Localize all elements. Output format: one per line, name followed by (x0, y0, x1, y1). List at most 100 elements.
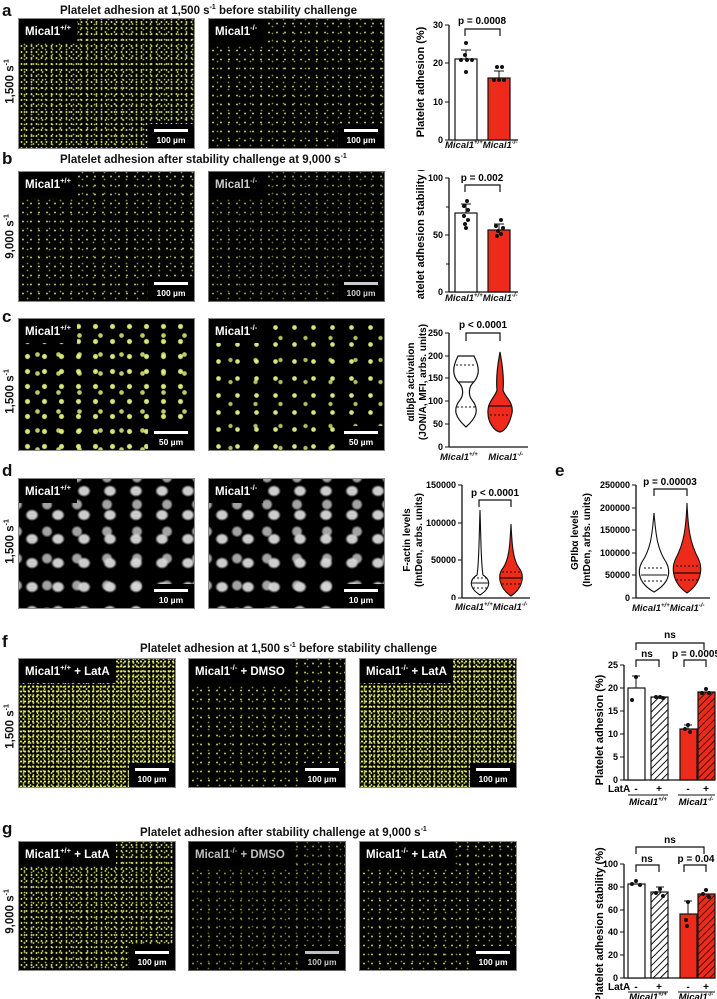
svg-text:40: 40 (608, 927, 618, 937)
micrograph-c-ko: Mical1-/- 50 µm (208, 318, 385, 451)
panel-label-c: c (2, 307, 12, 326)
svg-text:p = 0.04: p = 0.04 (678, 854, 715, 865)
svg-text:30: 30 (433, 20, 443, 30)
svg-text:100: 100 (428, 396, 443, 406)
svg-text:p = 0.002: p = 0.002 (461, 173, 504, 184)
svg-text:αIIbβ3 activation: αIIbβ3 activation (406, 343, 417, 422)
svg-text:0: 0 (451, 593, 456, 600)
x-tick-labels: Mical1+/+Mical1-/- (632, 603, 705, 615)
panel-label-d: d (2, 461, 13, 480)
scale-bar: 50 µm (148, 426, 194, 450)
svg-text:+: + (703, 982, 709, 993)
svg-text:+: + (656, 784, 662, 795)
svg-text:LatA: LatA (608, 784, 630, 795)
chart-g-bar: Platelet adhesion stability (%) 100 80 6… (594, 835, 716, 999)
genotype-tag: Mical1-/- (209, 19, 264, 43)
svg-text:0: 0 (613, 973, 618, 983)
svg-text:20: 20 (433, 58, 443, 68)
genotype-tag: Mical1-/- + LatA (360, 842, 453, 866)
x-tick-labels: Mical1+/+ Mical1-/- (440, 452, 524, 464)
svg-text:p = 0.0005: p = 0.0005 (672, 649, 717, 660)
micrograph-c-wt: Mical1+/+ 50 µm (18, 318, 195, 451)
micrograph-a-wt: Mical1+/+ 100 µm (18, 18, 195, 149)
genotype-tag: Mical1+/+ (19, 19, 78, 43)
x-tick-labels: Mical1+/+Mical1-/- (455, 602, 528, 614)
scale-bar: 100 µm (129, 763, 175, 787)
genotype-tag: Mical1+/+ + LatA (19, 659, 116, 683)
svg-text:0: 0 (438, 287, 443, 297)
svg-text:(JON/A, MFI, arbs. units): (JON/A, MFI, arbs. units) (418, 324, 429, 440)
svg-text:ns: ns (664, 630, 676, 641)
scale-bar: 100 µm (148, 277, 194, 301)
genotype-tag: Mical1-/- + DMSO (189, 659, 291, 683)
row-label-shear: 1,500 s-1 (3, 59, 17, 104)
panel-label-a: a (2, 1, 12, 20)
panel-b-title: Platelet adhesion after stability challe… (60, 153, 347, 166)
svg-text:50000: 50000 (605, 570, 630, 580)
panel-label-e: e (555, 461, 565, 480)
svg-text:+: + (656, 982, 662, 993)
genotype-tag: Mical1+/+ (19, 319, 78, 343)
scale-bar: 100 µm (338, 124, 384, 148)
row-label-shear: 1,500 s-1 (3, 704, 17, 749)
svg-text:LatA: LatA (608, 982, 630, 993)
svg-text:25: 25 (608, 660, 618, 670)
micrograph-d-ko: Mical1-/- 10 µm (208, 478, 385, 609)
svg-text:200: 200 (428, 351, 443, 361)
svg-text:100: 100 (428, 173, 443, 183)
micrograph-d-wt: Mical1+/+ 10 µm (18, 478, 195, 609)
scale-bar: 100 µm (470, 763, 516, 787)
svg-text:Platelet adhesion (%): Platelet adhesion (%) (594, 674, 606, 785)
genotype-tag: Mical1+/+ (19, 479, 78, 503)
panel-f-title: Platelet adhesion at 1,500 s-1 before st… (140, 642, 438, 655)
svg-text:p < 0.0001: p < 0.0001 (459, 320, 508, 331)
micrograph-f-ko-dmso: Mical1-/- + DMSO 100 µm (188, 658, 346, 788)
svg-text:p < 0.0001: p < 0.0001 (471, 488, 520, 499)
micrograph-b-ko: Mical1-/- 100 µm (208, 171, 385, 302)
svg-text:50: 50 (433, 230, 443, 240)
chart-d-violin: F-actin levels (IntDen, arbs. units) 150… (402, 480, 530, 600)
micrograph-b-wt: Mical1+/+ 100 µm (18, 171, 195, 302)
svg-text:50000: 50000 (431, 555, 456, 565)
genotype-tag: Mical1+/+ (19, 172, 78, 196)
genotype-tag: Mical1-/- + DMSO (189, 842, 291, 866)
genotype-tag: Mical1+/+ + LatA (19, 842, 116, 866)
svg-text:F-actin levels: F-actin levels (402, 508, 413, 572)
scale-bar: 100 µm (299, 763, 345, 787)
svg-text:-: - (686, 784, 689, 795)
svg-text:ns: ns (641, 649, 653, 660)
svg-text:(IntDen, arbs. units): (IntDen, arbs. units) (582, 493, 593, 587)
row-label-shear: 1,500 s-1 (3, 369, 17, 414)
svg-text:10: 10 (608, 729, 618, 739)
panel-label-b: b (2, 149, 13, 168)
svg-text:p = 0.00003: p = 0.00003 (643, 478, 697, 488)
chart-b-bar: Platelet adhesion stability (%) 100 50 0… (415, 170, 518, 300)
svg-text:20: 20 (608, 950, 618, 960)
scale-bar: 10 µm (148, 584, 194, 608)
micrograph-g-ko-lata: Mical1-/- + LatA 100 µm (359, 841, 517, 971)
svg-text:10: 10 (433, 97, 443, 107)
genotype-tag: Mical1-/- (209, 319, 264, 343)
svg-text:100000: 100000 (426, 518, 456, 528)
micrograph-a-ko: Mical1-/- 100 µm (208, 18, 385, 149)
panel-label-g: g (2, 819, 13, 838)
micrograph-f-wt-lata: Mical1+/+ + LatA 100 µm (18, 658, 176, 788)
scale-bar: 100 µm (129, 946, 175, 970)
scale-bar: 100 µm (148, 124, 194, 148)
micrograph-f-ko-lata: Mical1-/- + LatA 100 µm (359, 658, 517, 788)
row-label-shear: 1,500 s-1 (3, 519, 17, 564)
genotype-tag: Mical1-/- (209, 479, 264, 503)
svg-text:200000: 200000 (600, 503, 630, 513)
micrograph-g-wt-lata: Mical1+/+ + LatA 100 µm (18, 841, 176, 971)
x-tick-labels: Mical1+/+Mical1-/- (445, 293, 518, 305)
svg-text:20: 20 (608, 683, 618, 693)
svg-text:150000: 150000 (600, 525, 630, 535)
panel-g-title: Platelet adhesion after stability challe… (140, 826, 427, 839)
svg-text:150000: 150000 (426, 480, 456, 490)
svg-text:Mical1-/-: Mical1-/- (679, 992, 714, 999)
svg-text:Platelet adhesion stability (%: Platelet adhesion stability (%) (594, 847, 606, 999)
svg-text:100000: 100000 (600, 548, 630, 558)
svg-text:0: 0 (613, 775, 618, 785)
svg-text:Mical1+/+: Mical1+/+ (629, 992, 667, 999)
genotype-tag: Mical1-/- (209, 172, 264, 196)
